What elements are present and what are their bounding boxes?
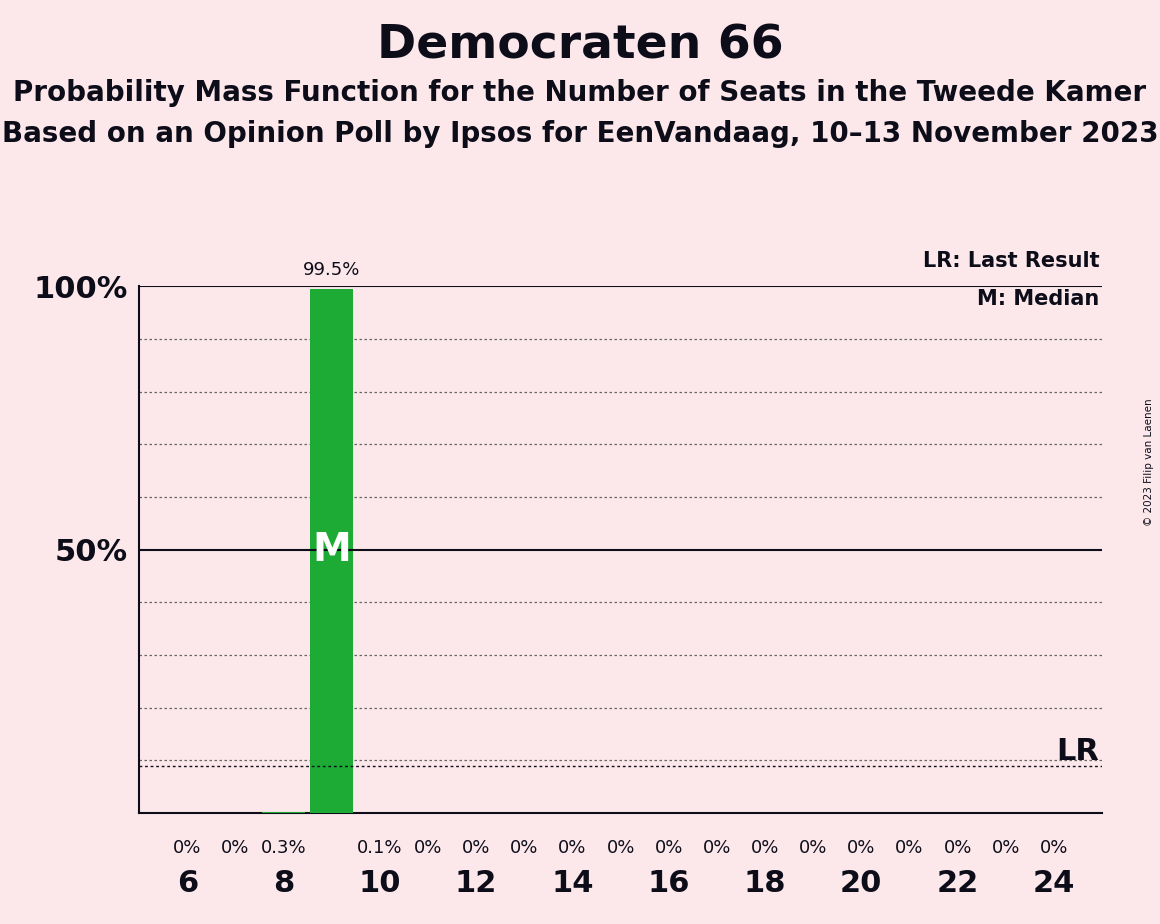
Text: 0%: 0% bbox=[222, 839, 249, 857]
Text: 0%: 0% bbox=[462, 839, 491, 857]
Text: 99.5%: 99.5% bbox=[303, 261, 361, 278]
Bar bbox=[310, 289, 354, 813]
Text: 0%: 0% bbox=[943, 839, 972, 857]
Text: LR: Last Result: LR: Last Result bbox=[923, 250, 1100, 271]
Bar bbox=[262, 811, 305, 813]
Text: M: M bbox=[312, 530, 351, 569]
Text: © 2023 Filip van Laenen: © 2023 Filip van Laenen bbox=[1144, 398, 1154, 526]
Text: 0%: 0% bbox=[847, 839, 876, 857]
Text: 0%: 0% bbox=[751, 839, 780, 857]
Text: M: Median: M: Median bbox=[978, 289, 1100, 309]
Text: 0%: 0% bbox=[654, 839, 683, 857]
Text: 0%: 0% bbox=[703, 839, 731, 857]
Text: 0%: 0% bbox=[896, 839, 923, 857]
Text: 0%: 0% bbox=[173, 839, 202, 857]
Text: 0%: 0% bbox=[799, 839, 827, 857]
Text: 0.1%: 0.1% bbox=[357, 839, 403, 857]
Text: Probability Mass Function for the Number of Seats in the Tweede Kamer: Probability Mass Function for the Number… bbox=[14, 79, 1146, 106]
Text: 0.3%: 0.3% bbox=[261, 839, 306, 857]
Text: Based on an Opinion Poll by Ipsos for EenVandaag, 10–13 November 2023: Based on an Opinion Poll by Ipsos for Ee… bbox=[1, 120, 1159, 148]
Text: 0%: 0% bbox=[607, 839, 635, 857]
Text: 0%: 0% bbox=[558, 839, 587, 857]
Text: 0%: 0% bbox=[510, 839, 538, 857]
Text: 0%: 0% bbox=[1039, 839, 1068, 857]
Text: Democraten 66: Democraten 66 bbox=[377, 23, 783, 68]
Text: 0%: 0% bbox=[992, 839, 1020, 857]
Text: LR: LR bbox=[1057, 736, 1100, 766]
Text: 0%: 0% bbox=[414, 839, 442, 857]
